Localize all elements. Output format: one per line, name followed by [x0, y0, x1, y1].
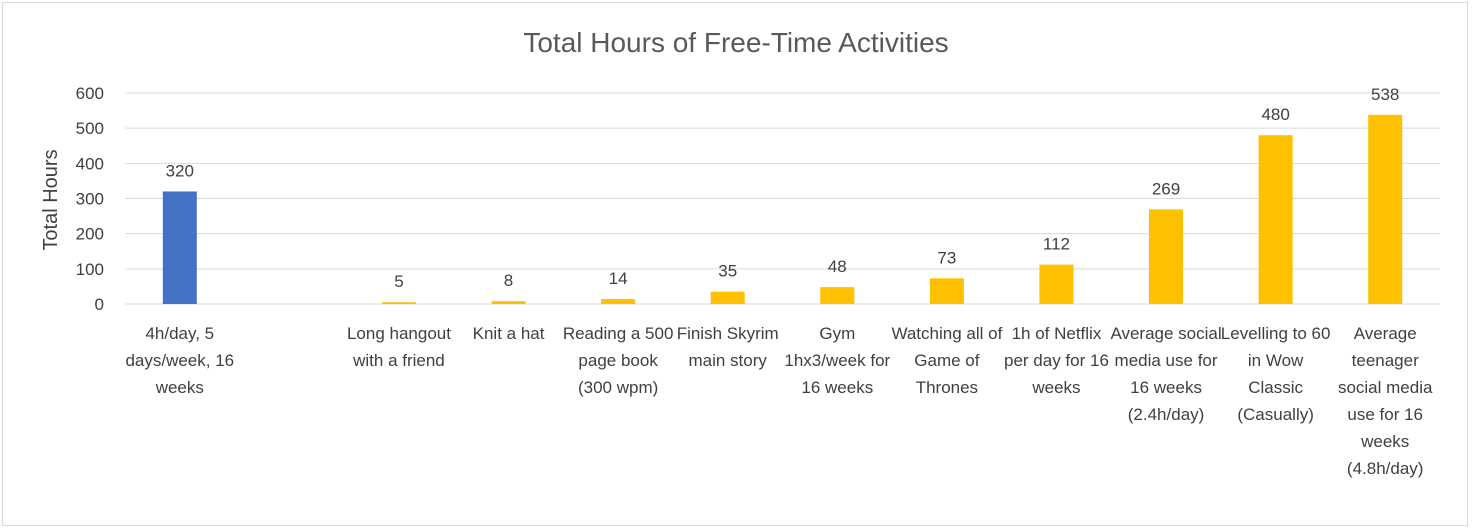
- bar: [1368, 114, 1403, 304]
- y-tick-label: 200: [76, 225, 104, 244]
- y-tick-label: 600: [76, 84, 104, 103]
- data-labels: 320 5 8 14 35 48 73 112 269 480 538: [166, 85, 1400, 291]
- bar: [162, 191, 197, 304]
- bar: [1039, 264, 1074, 304]
- category-label: Levelling to 60 in Wow Classic (Casually): [1221, 324, 1331, 424]
- category-label: 4h/day, 5 days/week, 16 weeks: [125, 324, 234, 397]
- gridlines: [125, 92, 1440, 305]
- y-tick-label: 0: [95, 295, 104, 314]
- data-label: 538: [1371, 85, 1399, 104]
- data-label: 48: [828, 257, 847, 276]
- bar: [491, 301, 526, 304]
- category-label: 1h of Netflix per day for 16 weeks: [1004, 324, 1109, 397]
- bar: [601, 299, 636, 304]
- data-label: 480: [1261, 105, 1289, 124]
- category-label: Reading a 500 page book (300 wpm): [563, 324, 674, 397]
- bar: [929, 278, 964, 304]
- category-label: Gym 1hx3/week for 16 weeks: [784, 324, 890, 397]
- y-tick-label: 300: [76, 190, 104, 209]
- data-label: 112: [1043, 235, 1070, 254]
- data-label: 5: [394, 272, 403, 291]
- y-axis-label: Total Hours: [40, 149, 62, 250]
- category-labels: 4h/day, 5 days/week, 16 weeks Long hangout w…: [125, 324, 1433, 478]
- y-tick-label: 400: [76, 154, 104, 173]
- data-label: 14: [609, 269, 628, 288]
- bar: [820, 287, 855, 304]
- data-label: 35: [718, 262, 737, 281]
- bars: [162, 114, 1403, 304]
- category-label: Average social media use for 16 weeks (2.4h…: [1110, 324, 1221, 424]
- data-label: 320: [166, 161, 194, 180]
- y-tick-label: 100: [76, 260, 104, 279]
- y-ticks: 0 100 200 300 400 500 600: [76, 84, 104, 314]
- category-label: Finish Skyrim main story: [677, 324, 779, 370]
- category-label: Watching all of Game of Thrones: [891, 324, 1002, 397]
- category-label: Long hangout with a friend: [347, 324, 451, 370]
- data-label: 8: [504, 271, 513, 290]
- bar: [1149, 209, 1184, 304]
- y-tick-label: 500: [76, 119, 104, 138]
- bar: [1258, 135, 1293, 304]
- chart-title: Total Hours of Free-Time Activities: [523, 27, 949, 58]
- category-label: Average teenager social media use for 16 wee…: [1338, 324, 1433, 478]
- data-label: 269: [1152, 179, 1180, 198]
- bar: [710, 291, 745, 304]
- category-label: Knit a hat: [473, 324, 545, 343]
- bar: [381, 302, 416, 304]
- data-label: 73: [937, 248, 956, 267]
